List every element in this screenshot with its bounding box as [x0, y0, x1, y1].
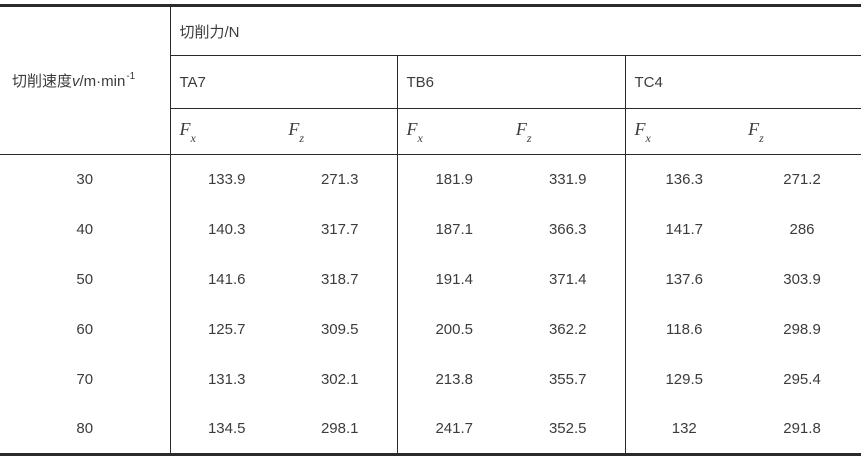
fx-symbol: Fx — [406, 119, 423, 145]
value-cell-ta7-fx: 134.5 — [169, 404, 283, 455]
fz-symbol: Fz — [748, 119, 764, 145]
table-row: 50 141.6 318.7 191.4 371.4 137.6 303.9 — [0, 254, 861, 305]
table-row: 80 134.5 298.1 241.7 352.5 132 291.8 — [0, 404, 861, 455]
speed-cell: 60 — [76, 321, 94, 338]
fx-symbol: Fx — [179, 119, 196, 145]
value-cell-ta7-fz: 298.1 — [320, 420, 359, 438]
value-cell-tc4-fx: 118.6 — [624, 304, 743, 355]
value-cell-tc4-fz: 295.4 — [783, 371, 821, 388]
value-cell-tc4-fz: 298.9 — [783, 321, 821, 338]
value-cell-tc4-fx: 137.6 — [624, 254, 743, 305]
value-cell-tb6-fz: 362.2 — [548, 321, 587, 338]
value-cell-tc4-fz: 271.2 — [783, 171, 821, 189]
speed-cell: 40 — [76, 221, 94, 238]
value-cell-tc4-fx: 141.7 — [624, 204, 743, 255]
component-header-tb6: Fx Fz — [396, 108, 625, 155]
value-cell-tb6-fx: 213.8 — [396, 354, 511, 405]
value-cell-tb6-fx: 200.5 — [396, 304, 511, 355]
table-row: 40 140.3 317.7 187.1 366.3 141.7 286 — [0, 204, 861, 255]
value-cell-tc4-fz: 291.8 — [783, 420, 821, 438]
speed-cell: 70 — [76, 371, 94, 388]
value-cell-ta7-fx: 131.3 — [169, 354, 283, 405]
value-cell-tb6-fx: 181.9 — [396, 154, 511, 205]
speed-cell: 50 — [76, 271, 94, 288]
material-header-tc4: TC4 — [624, 55, 861, 109]
value-cell-ta7-fx: 133.9 — [169, 154, 283, 205]
value-cell-ta7-fx: 125.7 — [169, 304, 283, 355]
header-row-materials: TA7 TB6 TC4 — [0, 55, 861, 109]
value-cell-ta7-fx: 141.6 — [169, 254, 283, 305]
value-cell-ta7-fz: 302.1 — [320, 371, 359, 388]
value-cell-tc4-fx: 129.5 — [624, 354, 743, 405]
value-cell-tb6-fx: 187.1 — [396, 204, 511, 255]
header-row-force: 切削速度v/m·min-1 切削力/N — [0, 5, 861, 155]
fz-symbol: Fz — [515, 119, 532, 145]
force-header-cell: 切削力/N — [169, 5, 861, 56]
speed-header-cell: 切削速度v/m·min-1 — [0, 5, 171, 155]
table-row: 70 131.3 302.1 213.8 355.7 129.5 295.4 — [0, 354, 861, 405]
value-cell-ta7-fz: 271.3 — [320, 171, 359, 189]
value-cell-tc4-fx: 136.3 — [624, 154, 743, 205]
value-cell-tc4-fx: 132 — [624, 404, 743, 455]
value-cell-tb6-fx: 241.7 — [396, 404, 511, 455]
value-cell-tb6-fz: 331.9 — [548, 171, 587, 189]
speed-unit-exponent: -1 — [126, 71, 136, 82]
value-cell-tb6-fz: 366.3 — [548, 221, 587, 238]
value-cell-tc4-fz: 286 — [789, 221, 815, 238]
header-row-components: Fx Fz Fx Fz Fx Fz — [0, 108, 861, 155]
value-cell-tc4-fz: 303.9 — [783, 271, 821, 288]
speed-cell: 80 — [76, 420, 94, 438]
component-header-tc4: Fx Fz — [624, 108, 861, 155]
value-cell-ta7-fx: 140.3 — [169, 204, 283, 255]
material-header-tb6: TB6 — [396, 55, 625, 109]
value-cell-ta7-fz: 318.7 — [320, 271, 359, 288]
fz-symbol: Fz — [288, 119, 304, 145]
component-header-ta7: Fx Fz — [169, 108, 397, 155]
value-cell-tb6-fz: 371.4 — [548, 271, 587, 288]
table-row: 30 133.9 271.3 181.9 331.9 136.3 271.2 — [0, 154, 861, 205]
speed-unit: /m·min — [79, 73, 126, 90]
value-cell-ta7-fz: 309.5 — [320, 321, 359, 338]
value-cell-tb6-fx: 191.4 — [396, 254, 511, 305]
speed-cell: 30 — [76, 171, 94, 189]
cutting-force-table: 切削速度v/m·min-1 切削力/N TA7 TB6 TC4 Fx Fz Fx… — [0, 4, 861, 456]
speed-variable: v — [72, 73, 80, 90]
value-cell-tb6-fz: 352.5 — [548, 420, 587, 438]
material-header-ta7: TA7 — [169, 55, 397, 109]
table-row: 60 125.7 309.5 200.5 362.2 118.6 298.9 — [0, 304, 861, 355]
speed-header-prefix: 切削速度 — [12, 73, 73, 90]
fx-symbol: Fx — [634, 119, 651, 145]
value-cell-ta7-fz: 317.7 — [320, 221, 359, 238]
value-cell-tb6-fz: 355.7 — [548, 371, 587, 388]
